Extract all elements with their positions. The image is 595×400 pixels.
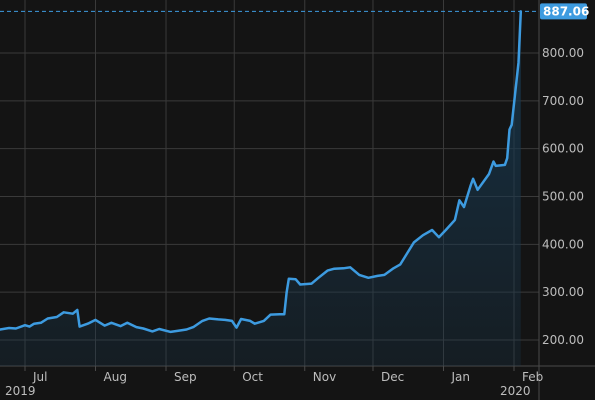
price-line	[0, 10, 523, 334]
y-axis: 200.00 300.00 400.00 500.00 600.00 700.00 800.…	[542, 46, 584, 347]
x-tick-label: Oct	[242, 370, 263, 384]
y-tick-label: 200.00	[542, 333, 584, 347]
x-year-label: 2020	[500, 384, 531, 398]
last-value-badge	[540, 3, 587, 20]
x-tick-label: Jul	[32, 370, 47, 384]
x-tick-label: Feb	[522, 370, 543, 384]
last-value-marker: 887.06	[0, 3, 589, 20]
y-tick-label: 400.00	[542, 237, 584, 251]
x-axis: Jul Aug Sep Oct Nov Dec Jan Feb 2019 2020	[5, 366, 543, 398]
price-area-fill	[0, 11, 521, 366]
x-tick-label: Sep	[174, 370, 197, 384]
plot-layer	[0, 10, 523, 366]
x-tick-label: Nov	[313, 370, 336, 384]
x-tick-label: Jan	[450, 370, 470, 384]
x-year-label: 2019	[5, 384, 36, 398]
y-tick-label: 600.00	[542, 142, 584, 156]
x-tick-label: Aug	[104, 370, 127, 384]
last-value-label: 887.06	[543, 4, 589, 18]
x-tick-label: Dec	[381, 370, 404, 384]
y-tick-label: 700.00	[542, 94, 584, 108]
y-tick-label: 500.00	[542, 190, 584, 204]
y-tick-label: 300.00	[542, 285, 584, 299]
y-tick-label: 800.00	[542, 46, 584, 60]
